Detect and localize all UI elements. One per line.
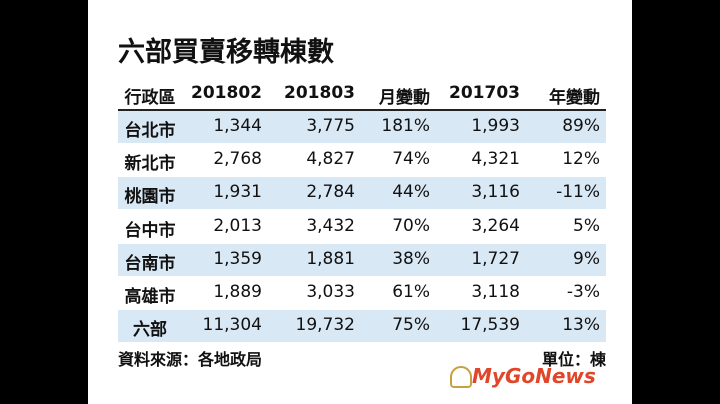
table-cell: 1,993 xyxy=(471,116,520,136)
table-cell: 89% xyxy=(562,116,600,136)
table-cell: 38% xyxy=(392,248,430,269)
table-cell: -3% xyxy=(566,282,600,302)
table-cell: 3,033 xyxy=(306,282,355,302)
table-cell: 2,013 xyxy=(213,215,262,236)
table-cell: 12% xyxy=(562,149,600,170)
unit-note: 單位：棟 xyxy=(541,350,606,369)
column-header: 201803 xyxy=(284,83,355,103)
table-cell: 1,881 xyxy=(306,248,355,269)
column-header: 行政區 xyxy=(124,88,176,108)
table-cell: 5% xyxy=(573,215,600,236)
table-cell: 3,264 xyxy=(471,215,520,236)
row-label: 高雄市 xyxy=(124,287,176,307)
logo: MyGoNews xyxy=(472,364,596,388)
table-cell: 3,118 xyxy=(471,282,520,302)
row-label: 新北市 xyxy=(124,154,176,175)
column-header: 年變動 xyxy=(549,88,600,108)
table-cell: 4,827 xyxy=(306,149,355,170)
table-cell: 1,889 xyxy=(213,282,262,302)
table-cell: 3,775 xyxy=(306,116,355,136)
table-cell: 74% xyxy=(392,149,430,170)
table-cell: 13% xyxy=(562,315,600,336)
table-cell: 61% xyxy=(392,282,430,302)
table-cell: 1,727 xyxy=(471,248,520,269)
table-cell: 1,359 xyxy=(213,248,262,269)
column-header: 201703 xyxy=(449,83,520,103)
table-cell: 9% xyxy=(573,248,600,269)
table-cell: 17,539 xyxy=(460,315,520,336)
table-cell: 75% xyxy=(392,315,430,336)
table-cell: 1,344 xyxy=(213,116,262,136)
row-label: 六部 xyxy=(133,320,167,341)
table-cell: 44% xyxy=(392,182,430,203)
title: 六部買賣移轉棟數 xyxy=(118,37,334,68)
table-cell: 19,732 xyxy=(295,315,355,336)
table-cell: 181% xyxy=(381,116,430,136)
row-band xyxy=(118,243,606,276)
table-cell: -11% xyxy=(556,182,600,203)
table-cell: 3,116 xyxy=(471,182,520,203)
panel: 六部買賣移轉棟數 資料來源：各地政局 單位：棟 MyGoNews 行政區 2018… xyxy=(88,0,632,404)
header-rule xyxy=(118,109,606,111)
row-band xyxy=(118,177,606,210)
column-header: 201802 xyxy=(191,83,262,103)
row-label: 台中市 xyxy=(124,220,176,241)
table-cell: 2,768 xyxy=(213,149,262,170)
table-cell: 70% xyxy=(392,215,430,236)
column-header: 月變動 xyxy=(379,88,430,108)
table-cell: 11,304 xyxy=(202,315,262,336)
row-band xyxy=(118,111,606,143)
table-cell: 1,931 xyxy=(213,182,262,203)
table-cell: 2,784 xyxy=(306,182,355,203)
source-note: 資料來源：各地政局 xyxy=(118,350,263,369)
row-band xyxy=(118,310,606,343)
row-label: 桃園市 xyxy=(124,187,176,208)
row-label: 台南市 xyxy=(124,253,176,274)
row-label: 台北市 xyxy=(124,121,176,141)
logo-icon xyxy=(450,366,472,388)
table-cell: 4,321 xyxy=(471,149,520,170)
table-cell: 3,432 xyxy=(306,215,355,236)
